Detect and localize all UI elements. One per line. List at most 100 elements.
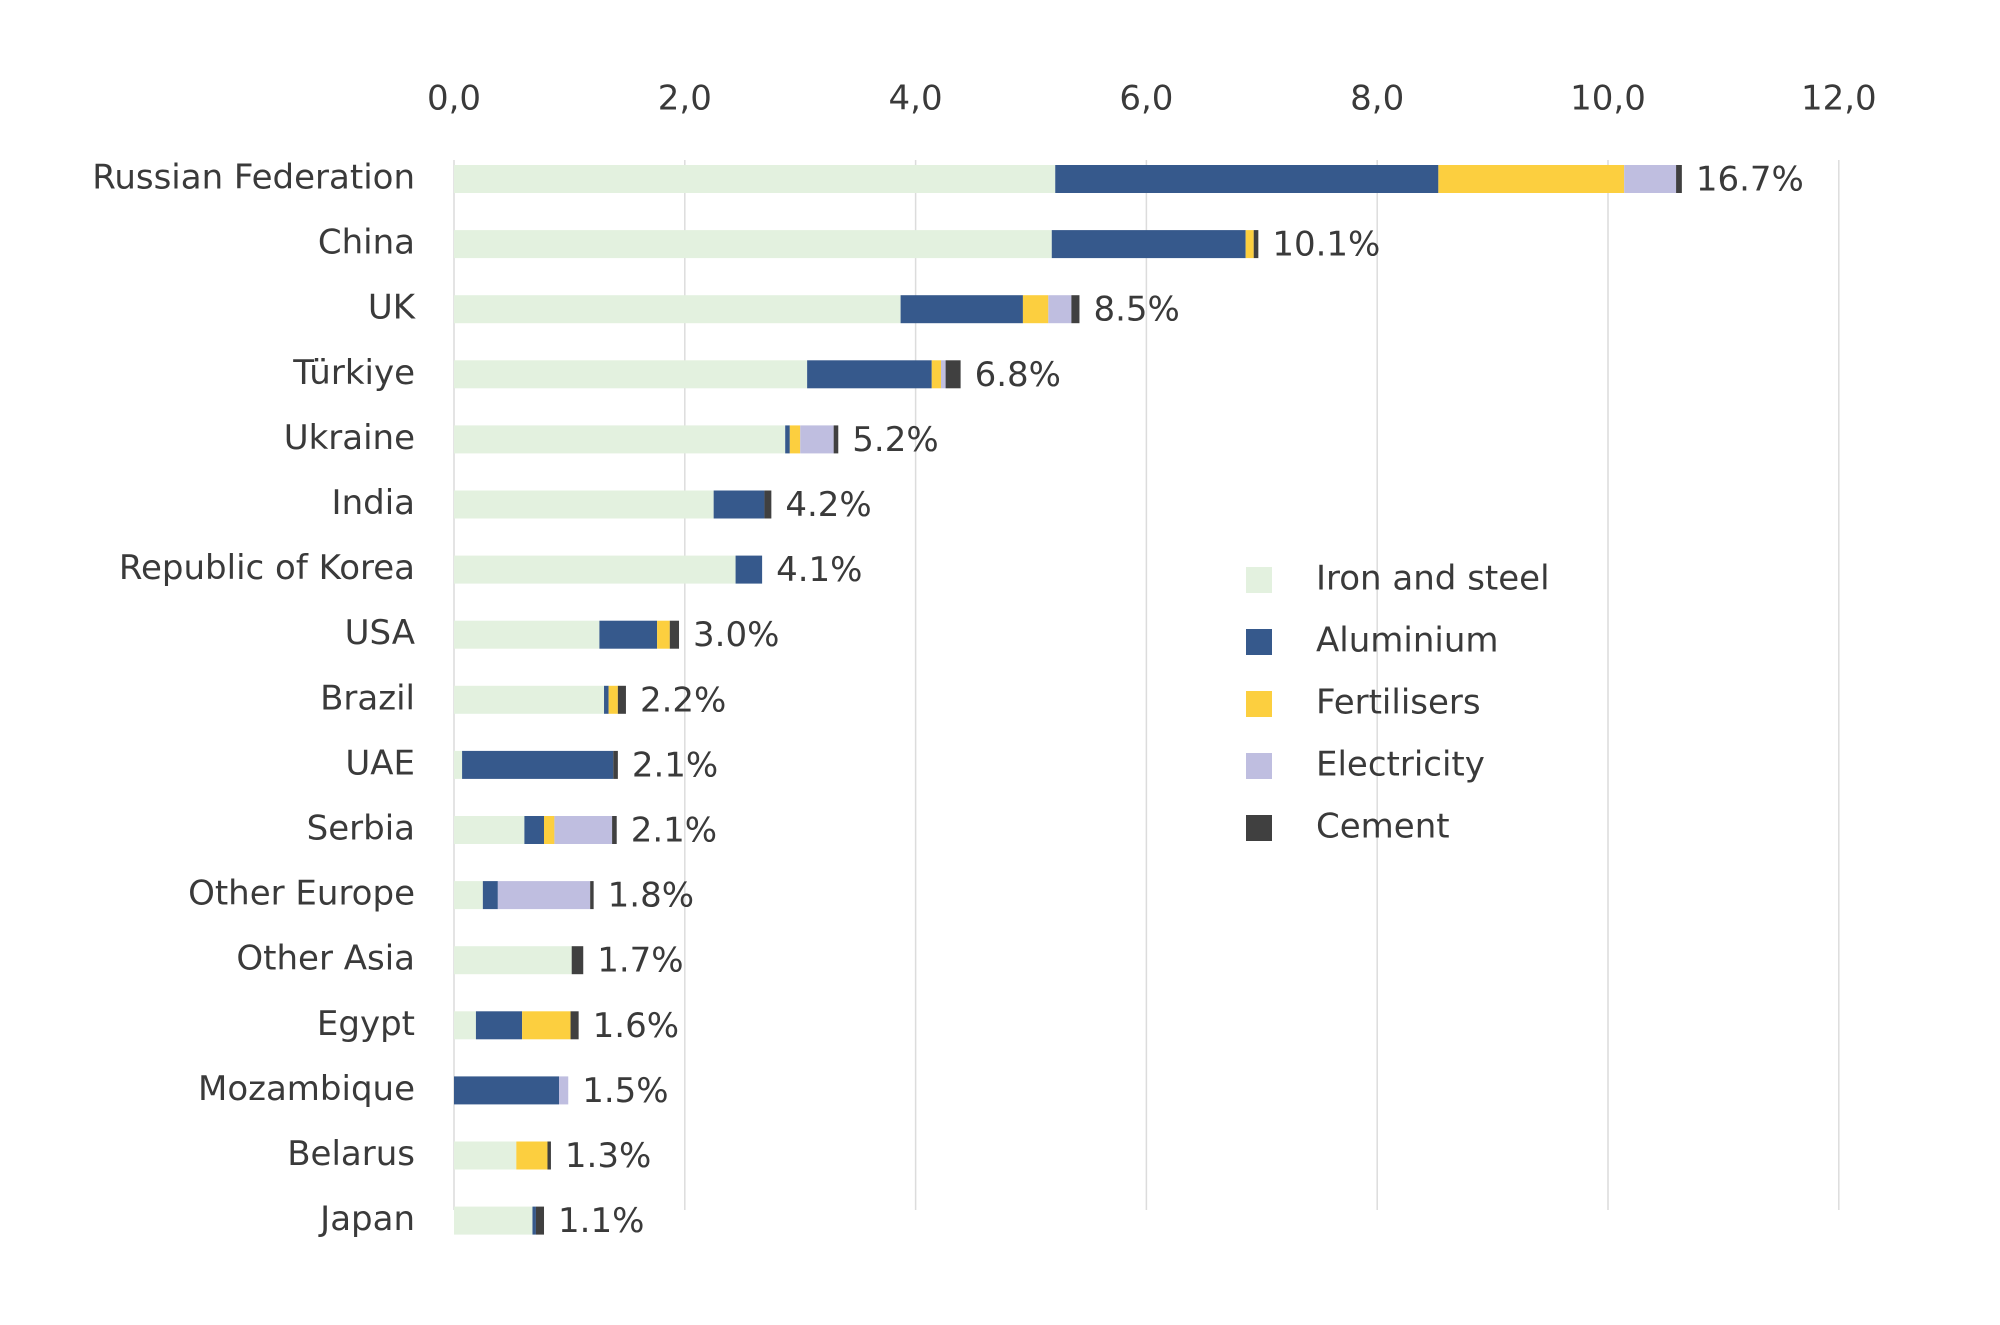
bar-segment	[1245, 230, 1254, 259]
total-label: 10.1%	[1272, 225, 1380, 265]
legend-label: Fertilisers	[1316, 683, 1481, 723]
bar-segment	[532, 1206, 536, 1235]
bar-segment	[1051, 230, 1246, 259]
total-label: 1.1%	[558, 1201, 644, 1241]
bar-segment	[900, 295, 1023, 324]
category-label: Belarus	[287, 1134, 415, 1174]
category-label: UK	[368, 288, 417, 328]
bar-segment	[454, 1206, 533, 1235]
category-label: Egypt	[317, 1004, 415, 1044]
legend-label: Aluminium	[1316, 621, 1498, 661]
bar-segment	[547, 1141, 551, 1170]
bar-segment	[454, 1076, 560, 1105]
category-label: USA	[345, 613, 415, 653]
x-tick-label: 2,0	[658, 79, 712, 119]
bar-segment	[764, 490, 772, 519]
total-label: 6.8%	[975, 355, 1061, 395]
total-label: 3.0%	[693, 615, 779, 655]
category-label: India	[332, 483, 415, 523]
bar-segment	[554, 816, 613, 844]
total-label: 16.7%	[1696, 160, 1804, 200]
bar-segment	[454, 1011, 476, 1040]
bar-segment	[454, 490, 714, 519]
bar-segment	[454, 750, 463, 779]
bar-segment	[1676, 165, 1682, 193]
bar-segment	[454, 360, 808, 389]
bar-segment	[454, 165, 1056, 193]
bar-segment	[516, 1141, 548, 1170]
legend-swatch	[1246, 691, 1272, 717]
legend-swatch	[1246, 815, 1272, 841]
bar-segment	[524, 816, 545, 844]
total-label: 1.3%	[565, 1136, 651, 1176]
bar-segment	[535, 1206, 545, 1235]
legend-swatch	[1246, 567, 1272, 593]
category-label: UAE	[345, 743, 415, 783]
total-label: 1.8%	[608, 876, 694, 916]
x-tick-label: 8,0	[1350, 79, 1404, 119]
category-label: Japan	[318, 1199, 415, 1239]
legend-label: Cement	[1316, 807, 1450, 847]
bar-segment	[454, 946, 572, 975]
bar-segment	[454, 230, 1052, 259]
legend-label: Electricity	[1316, 745, 1485, 785]
legend-swatch	[1246, 753, 1272, 779]
bar-segment	[807, 360, 932, 389]
bar-segment	[604, 685, 609, 714]
legend-label: Iron and steel	[1316, 559, 1550, 599]
category-label: Serbia	[307, 809, 415, 849]
total-label: 2.1%	[631, 811, 717, 851]
category-label: China	[318, 223, 415, 263]
bar-segment	[475, 1011, 523, 1040]
category-label: Brazil	[320, 678, 415, 718]
x-tick-label: 12,0	[1801, 79, 1877, 119]
bar-segment	[454, 881, 483, 910]
bar-segment	[617, 685, 626, 714]
x-tick-label: 4,0	[889, 79, 943, 119]
total-label: 4.1%	[776, 550, 862, 590]
bar-segment	[1071, 295, 1080, 324]
x-tick-label: 6,0	[1119, 79, 1173, 119]
bar-segment	[833, 425, 839, 454]
bar-segment	[789, 425, 801, 454]
total-label: 1.5%	[582, 1071, 668, 1111]
bar-segment	[570, 1011, 579, 1040]
category-label: Other Europe	[188, 874, 415, 914]
bar-segment	[785, 425, 790, 454]
bar-segment	[599, 620, 658, 649]
bar-segment	[940, 360, 946, 389]
x-tick-label: 10,0	[1570, 79, 1646, 119]
bar-segment	[1022, 295, 1049, 324]
bar-segment	[454, 816, 525, 844]
bar-segment	[1055, 165, 1439, 193]
bar-segment	[713, 490, 765, 519]
x-tick-label: 0,0	[427, 79, 481, 119]
category-label: Ukraine	[284, 418, 415, 458]
bar-segment	[559, 1076, 569, 1105]
bar-segment	[454, 685, 605, 714]
bar-segment	[571, 946, 584, 975]
category-label: Russian Federation	[92, 158, 415, 198]
bar-segment	[612, 816, 617, 844]
bar-segment	[669, 620, 680, 649]
bar-segment	[454, 620, 600, 649]
bar-segment	[462, 750, 614, 779]
bar-segment	[454, 425, 786, 454]
bar-segment	[522, 1011, 571, 1040]
bar-segment	[608, 685, 618, 714]
category-label: Türkiye	[292, 353, 415, 393]
bar-segment	[657, 620, 670, 649]
bar-segment	[735, 555, 763, 584]
bar-segment	[613, 750, 618, 779]
bar-segment	[945, 360, 961, 389]
bar-segment	[1048, 295, 1072, 324]
bar-segment	[454, 295, 901, 324]
total-label: 5.2%	[852, 420, 938, 460]
bar-segment	[931, 360, 941, 389]
total-label: 2.2%	[640, 680, 726, 720]
bar-segment	[1438, 165, 1625, 193]
legend-swatch	[1246, 629, 1272, 655]
bar-segment	[1253, 230, 1259, 259]
bar-segment	[482, 881, 498, 910]
